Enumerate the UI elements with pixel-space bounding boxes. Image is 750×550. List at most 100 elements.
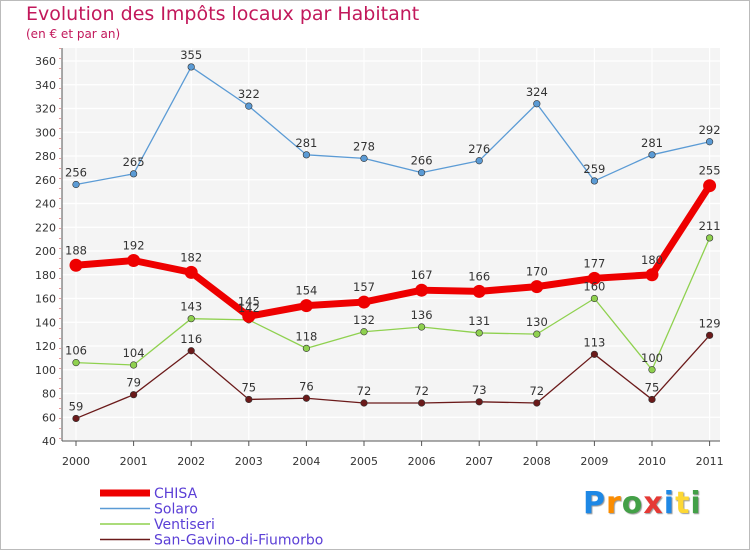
data-point <box>245 395 253 404</box>
data-point <box>533 100 541 108</box>
y-tick-label: 160 <box>35 293 56 306</box>
data-label: 265 <box>123 155 145 169</box>
x-tick-label: 2002 <box>177 455 205 468</box>
brand-letter: i <box>690 486 702 521</box>
x-tick-label: 2003 <box>235 455 263 468</box>
data-point <box>645 268 659 282</box>
data-point <box>127 254 141 267</box>
data-point <box>187 315 195 323</box>
axes: 40 60 80 100 120 140 160 180 200 220 240 260 280 300 3… <box>35 48 724 468</box>
data-point <box>418 399 426 407</box>
data-label: 281 <box>295 136 317 150</box>
data-point <box>648 151 656 159</box>
data-label: 59 <box>69 399 84 413</box>
data-point <box>360 154 368 162</box>
data-point <box>533 399 541 407</box>
data-point <box>418 169 426 177</box>
chart-title: Evolution des Impôts locaux par Habitant <box>26 3 420 25</box>
data-point <box>590 350 599 358</box>
data-label: 180 <box>641 253 663 267</box>
data-point <box>415 283 429 297</box>
data-point <box>69 258 83 272</box>
data-point <box>184 265 198 279</box>
data-point <box>475 329 483 337</box>
series-line <box>75 237 711 371</box>
data-point <box>245 102 253 110</box>
y-tick-label: 220 <box>35 221 56 234</box>
data-label: 79 <box>126 376 141 390</box>
data-label: 145 <box>238 294 260 308</box>
data-label: 188 <box>65 243 87 257</box>
data-label: 211 <box>699 219 721 233</box>
y-tick-label: 320 <box>35 103 56 116</box>
data-label: 192 <box>123 239 145 253</box>
legend-label: Solaro <box>154 502 198 518</box>
data-label: 166 <box>468 269 490 283</box>
data-label: 324 <box>526 85 548 99</box>
data-label: 136 <box>411 308 433 322</box>
data-point <box>130 170 138 178</box>
x-tick-label: 2007 <box>465 455 493 468</box>
data-point <box>705 331 714 339</box>
data-label: 355 <box>180 48 202 62</box>
legend: CHISASolaroVentiseriSan-Gavino-di-Fiumor… <box>100 486 323 549</box>
data-point <box>72 359 80 367</box>
data-point <box>475 157 483 165</box>
plot-background <box>62 48 720 441</box>
data-point <box>187 63 195 71</box>
brand-letter: i <box>663 486 676 521</box>
y-tick-label: 120 <box>35 340 56 353</box>
data-label: 132 <box>353 313 375 327</box>
x-tick-label: 2008 <box>523 455 551 468</box>
data-label: 113 <box>583 335 605 349</box>
data-label: 276 <box>468 142 490 156</box>
data-label: 177 <box>583 256 605 270</box>
y-tick-label: 40 <box>42 435 56 448</box>
legend-label: Ventiseri <box>154 517 215 533</box>
data-point <box>360 328 368 336</box>
data-label: 72 <box>414 384 429 398</box>
data-label: 143 <box>180 300 202 314</box>
y-tick-label: 100 <box>35 364 56 377</box>
data-label: 157 <box>353 280 375 294</box>
data-label: 182 <box>180 250 202 264</box>
y-tick-label: 360 <box>35 55 56 68</box>
data-point <box>530 280 544 294</box>
data-point <box>357 295 371 309</box>
x-tick-label: 2005 <box>350 455 378 468</box>
y-tick-label: 280 <box>35 150 56 163</box>
data-label: 100 <box>641 351 663 365</box>
y-tick-label: 340 <box>35 79 56 92</box>
data-label: 116 <box>180 332 202 346</box>
data-point <box>242 309 256 323</box>
brand-letter: r <box>606 486 622 521</box>
x-tick-label: 2009 <box>580 455 608 468</box>
data-point <box>299 299 313 313</box>
data-point <box>472 284 486 298</box>
data-point <box>302 394 311 402</box>
data-label: 256 <box>65 166 87 180</box>
data-point <box>72 414 80 423</box>
data-point <box>475 398 483 406</box>
y-tick-label: 180 <box>35 269 56 282</box>
data-label: 255 <box>699 164 721 178</box>
data-point <box>705 138 714 146</box>
legend-label: CHISA <box>154 486 198 502</box>
data-label: 167 <box>411 268 433 282</box>
data-point <box>648 395 656 404</box>
data-label: 292 <box>699 123 721 137</box>
data-label: 75 <box>241 380 256 394</box>
data-label: 130 <box>526 315 548 329</box>
data-label: 72 <box>529 384 544 398</box>
x-tick-label: 2010 <box>638 455 666 468</box>
data-label: 129 <box>699 316 721 330</box>
data-label: 281 <box>641 136 663 150</box>
brand-letter: t <box>675 486 691 521</box>
data-label: 160 <box>583 280 605 294</box>
data-point <box>302 344 311 352</box>
brand-letter: o <box>621 486 644 521</box>
chart-subtitle: (en € et par an) <box>26 27 121 41</box>
data-point <box>587 271 601 285</box>
